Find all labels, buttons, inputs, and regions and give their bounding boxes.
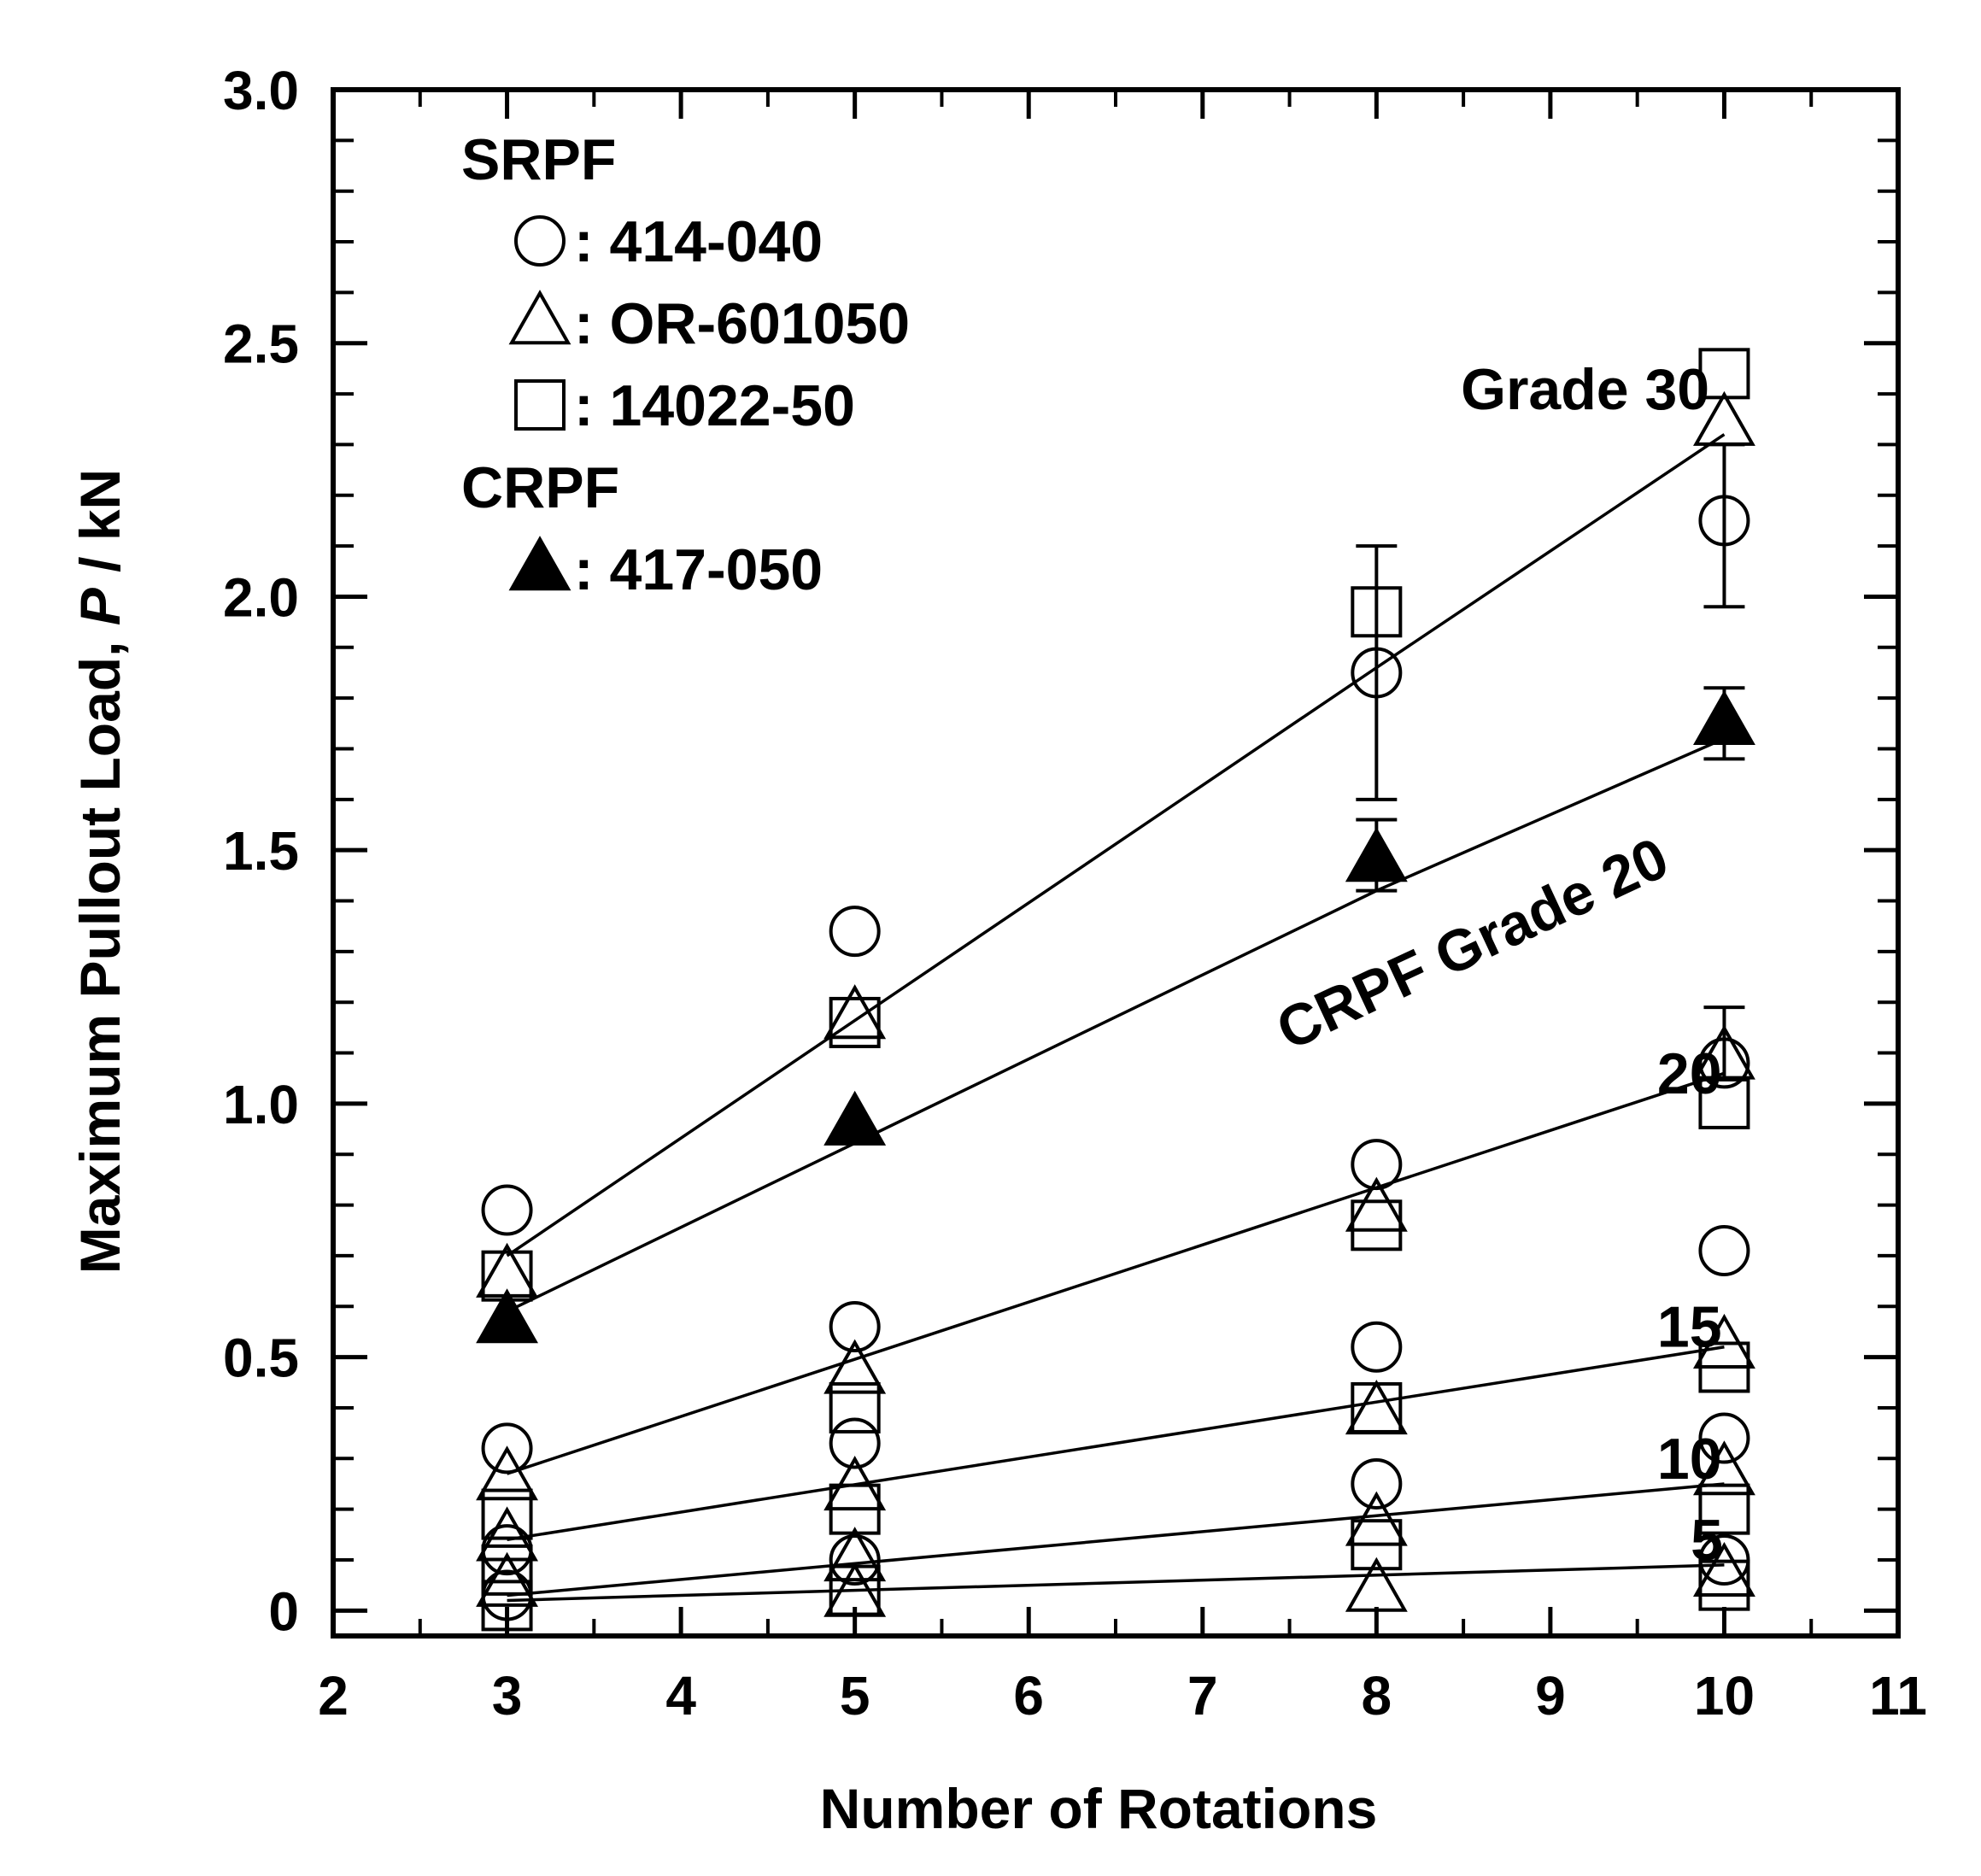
- marker-414-040: [1351, 1321, 1403, 1373]
- y-tick-label: 3.0: [223, 60, 299, 121]
- marker-14022-50: [1351, 1199, 1403, 1252]
- legend-marker: [514, 379, 566, 431]
- legend-group-title: CRPF: [461, 455, 619, 520]
- annotation-label: 15: [1657, 1295, 1722, 1360]
- fit-lines: [506, 433, 1726, 1603]
- marker-414-040: [1698, 1224, 1750, 1276]
- marker-14022-50: [481, 1580, 533, 1632]
- annotation-label: 5: [1691, 1508, 1723, 1573]
- fit-line: [507, 1071, 1725, 1475]
- legend-entry-label: : 414-040: [574, 209, 823, 274]
- y-axis-title-main: Maximum Pullout Load,: [68, 625, 132, 1274]
- marker-417-050: [476, 1288, 538, 1344]
- legend-marker: [514, 215, 566, 267]
- marker-14022-50: [1698, 1341, 1750, 1393]
- marker-14022-50: [1351, 586, 1403, 638]
- y-axis-title-variable: P: [68, 587, 132, 625]
- axis-ticks: 2 3 4 5 6 7 8 9 10 11 0 0.5 1.0 1.5 2.0 2.5 3.0: [223, 60, 1927, 1727]
- legend-entry-label: : OR-601050: [574, 291, 910, 356]
- x-axis-title: Number of Rotations: [820, 1777, 1378, 1840]
- marker-414-040: [829, 1533, 881, 1586]
- marker-417-050: [1693, 689, 1755, 746]
- x-tick-label: 9: [1535, 1665, 1566, 1727]
- x-tick-label: 2: [318, 1665, 349, 1727]
- marker-14022-50: [1698, 1077, 1750, 1129]
- legend-entry-label: : 417-050: [574, 537, 823, 602]
- x-tick-label: 4: [665, 1665, 696, 1727]
- marker-OR-601050: [476, 1445, 538, 1501]
- y-tick-label: 2.5: [223, 314, 299, 375]
- marker-14022-50: [1351, 1381, 1403, 1433]
- marker-417-050: [1345, 827, 1408, 882]
- marker-414-040: [829, 1417, 881, 1469]
- marker-14022-50: [1698, 1559, 1750, 1611]
- marker-414-040: [829, 906, 881, 958]
- x-tick-label: 5: [840, 1665, 870, 1727]
- marker-414-040: [1351, 1139, 1403, 1191]
- legend-group-title: SRPF: [461, 127, 616, 192]
- legend-marker: [508, 536, 571, 591]
- y-axis-title-unit: / kN: [68, 469, 132, 588]
- data-markers: [476, 348, 1755, 1632]
- marker-OR-601050: [1693, 1541, 1755, 1597]
- fit-line: [507, 1563, 1725, 1603]
- marker-14022-50: [481, 1544, 533, 1596]
- x-tick-label: 11: [1869, 1665, 1927, 1727]
- marker-414-040: [481, 1422, 533, 1474]
- legend-entry-label: : 14022-50: [574, 373, 855, 438]
- fit-line: [507, 1482, 1725, 1598]
- marker-OR-601050: [1693, 390, 1755, 446]
- marker-OR-601050: [476, 1506, 538, 1562]
- marker-OR-601050: [823, 984, 887, 1040]
- legend-marker: [508, 290, 571, 345]
- marker-14022-50: [829, 1483, 881, 1535]
- marker-14022-50: [1698, 1483, 1750, 1535]
- marker-OR-601050: [1345, 1556, 1408, 1612]
- x-tick-label: 10: [1694, 1665, 1755, 1727]
- marker-14022-50: [829, 996, 881, 1048]
- y-tick-label: 0.5: [223, 1328, 299, 1389]
- marker-414-040: [1351, 647, 1403, 699]
- y-tick-label: 0: [268, 1580, 299, 1642]
- marker-414-040: [1698, 1037, 1750, 1089]
- y-tick-label: 2.0: [223, 566, 299, 628]
- marker-14022-50: [481, 1488, 533, 1540]
- annotation-label: 20: [1657, 1041, 1722, 1106]
- y-tick-label: 1.0: [223, 1074, 299, 1135]
- annotation-label: Grade 30: [1461, 357, 1709, 422]
- marker-OR-601050: [1345, 1380, 1408, 1435]
- marker-417-050: [823, 1090, 887, 1146]
- annotation-label: CRPF Grade 20: [1267, 825, 1678, 1063]
- y-axis-title: Maximum Pullout Load, P / kN: [68, 469, 132, 1274]
- marker-14022-50: [1351, 1519, 1403, 1571]
- marker-OR-601050: [1345, 1176, 1408, 1232]
- marker-414-040: [481, 1184, 533, 1236]
- marker-414-040: [829, 1301, 881, 1352]
- marker-414-040: [481, 1524, 533, 1576]
- x-tick-label: 8: [1362, 1665, 1392, 1727]
- marker-OR-601050: [1693, 1440, 1755, 1496]
- x-tick-label: 7: [1187, 1665, 1218, 1727]
- marker-14022-50: [1698, 348, 1750, 400]
- marker-OR-601050: [823, 1339, 887, 1394]
- marker-14022-50: [829, 1381, 881, 1433]
- marker-OR-601050: [823, 1527, 887, 1582]
- marker-414-040: [1351, 1457, 1403, 1510]
- annotation-label: 10: [1657, 1427, 1722, 1492]
- x-tick-label: 3: [492, 1665, 523, 1727]
- legend: SRPF : 414-040 : OR-601050 : 14022-50 CRPF : …: [461, 127, 910, 602]
- marker-414-040: [1698, 495, 1750, 547]
- fit-line: [507, 1345, 1725, 1541]
- marker-14022-50: [829, 1564, 881, 1616]
- marker-414-040: [1698, 1412, 1750, 1464]
- fit-line: [506, 737, 1726, 1313]
- y-tick-label: 1.5: [223, 820, 299, 882]
- marker-OR-601050: [1693, 1024, 1755, 1080]
- x-tick-label: 6: [1013, 1665, 1044, 1727]
